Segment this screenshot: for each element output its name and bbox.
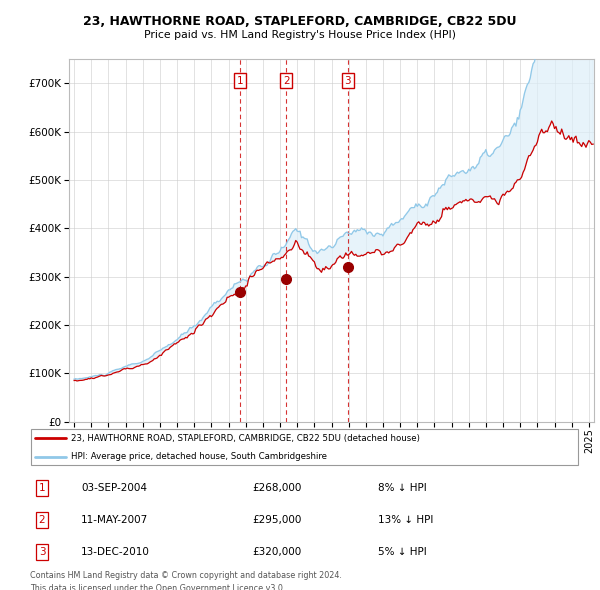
Text: 8% ↓ HPI: 8% ↓ HPI: [378, 483, 427, 493]
Text: £320,000: £320,000: [252, 547, 301, 556]
Text: £268,000: £268,000: [252, 483, 301, 493]
Text: Contains HM Land Registry data © Crown copyright and database right 2024.: Contains HM Land Registry data © Crown c…: [30, 571, 342, 579]
Text: 23, HAWTHORNE ROAD, STAPLEFORD, CAMBRIDGE, CB22 5DU: 23, HAWTHORNE ROAD, STAPLEFORD, CAMBRIDG…: [83, 15, 517, 28]
Text: HPI: Average price, detached house, South Cambridgeshire: HPI: Average price, detached house, Sout…: [71, 452, 327, 461]
Text: 13-DEC-2010: 13-DEC-2010: [81, 547, 150, 556]
Text: 5% ↓ HPI: 5% ↓ HPI: [378, 547, 427, 556]
Text: 3: 3: [344, 76, 351, 86]
Text: 11-MAY-2007: 11-MAY-2007: [81, 515, 148, 525]
Text: £295,000: £295,000: [252, 515, 301, 525]
Text: 13% ↓ HPI: 13% ↓ HPI: [378, 515, 433, 525]
Text: 2: 2: [283, 76, 290, 86]
Text: 1: 1: [237, 76, 244, 86]
Text: 03-SEP-2004: 03-SEP-2004: [81, 483, 147, 493]
Text: 3: 3: [38, 547, 46, 556]
FancyBboxPatch shape: [31, 428, 578, 466]
Text: 1: 1: [38, 483, 46, 493]
Text: This data is licensed under the Open Government Licence v3.0.: This data is licensed under the Open Gov…: [30, 584, 286, 590]
Text: 23, HAWTHORNE ROAD, STAPLEFORD, CAMBRIDGE, CB22 5DU (detached house): 23, HAWTHORNE ROAD, STAPLEFORD, CAMBRIDG…: [71, 434, 420, 443]
Text: 2: 2: [38, 515, 46, 525]
Text: Price paid vs. HM Land Registry's House Price Index (HPI): Price paid vs. HM Land Registry's House …: [144, 30, 456, 40]
